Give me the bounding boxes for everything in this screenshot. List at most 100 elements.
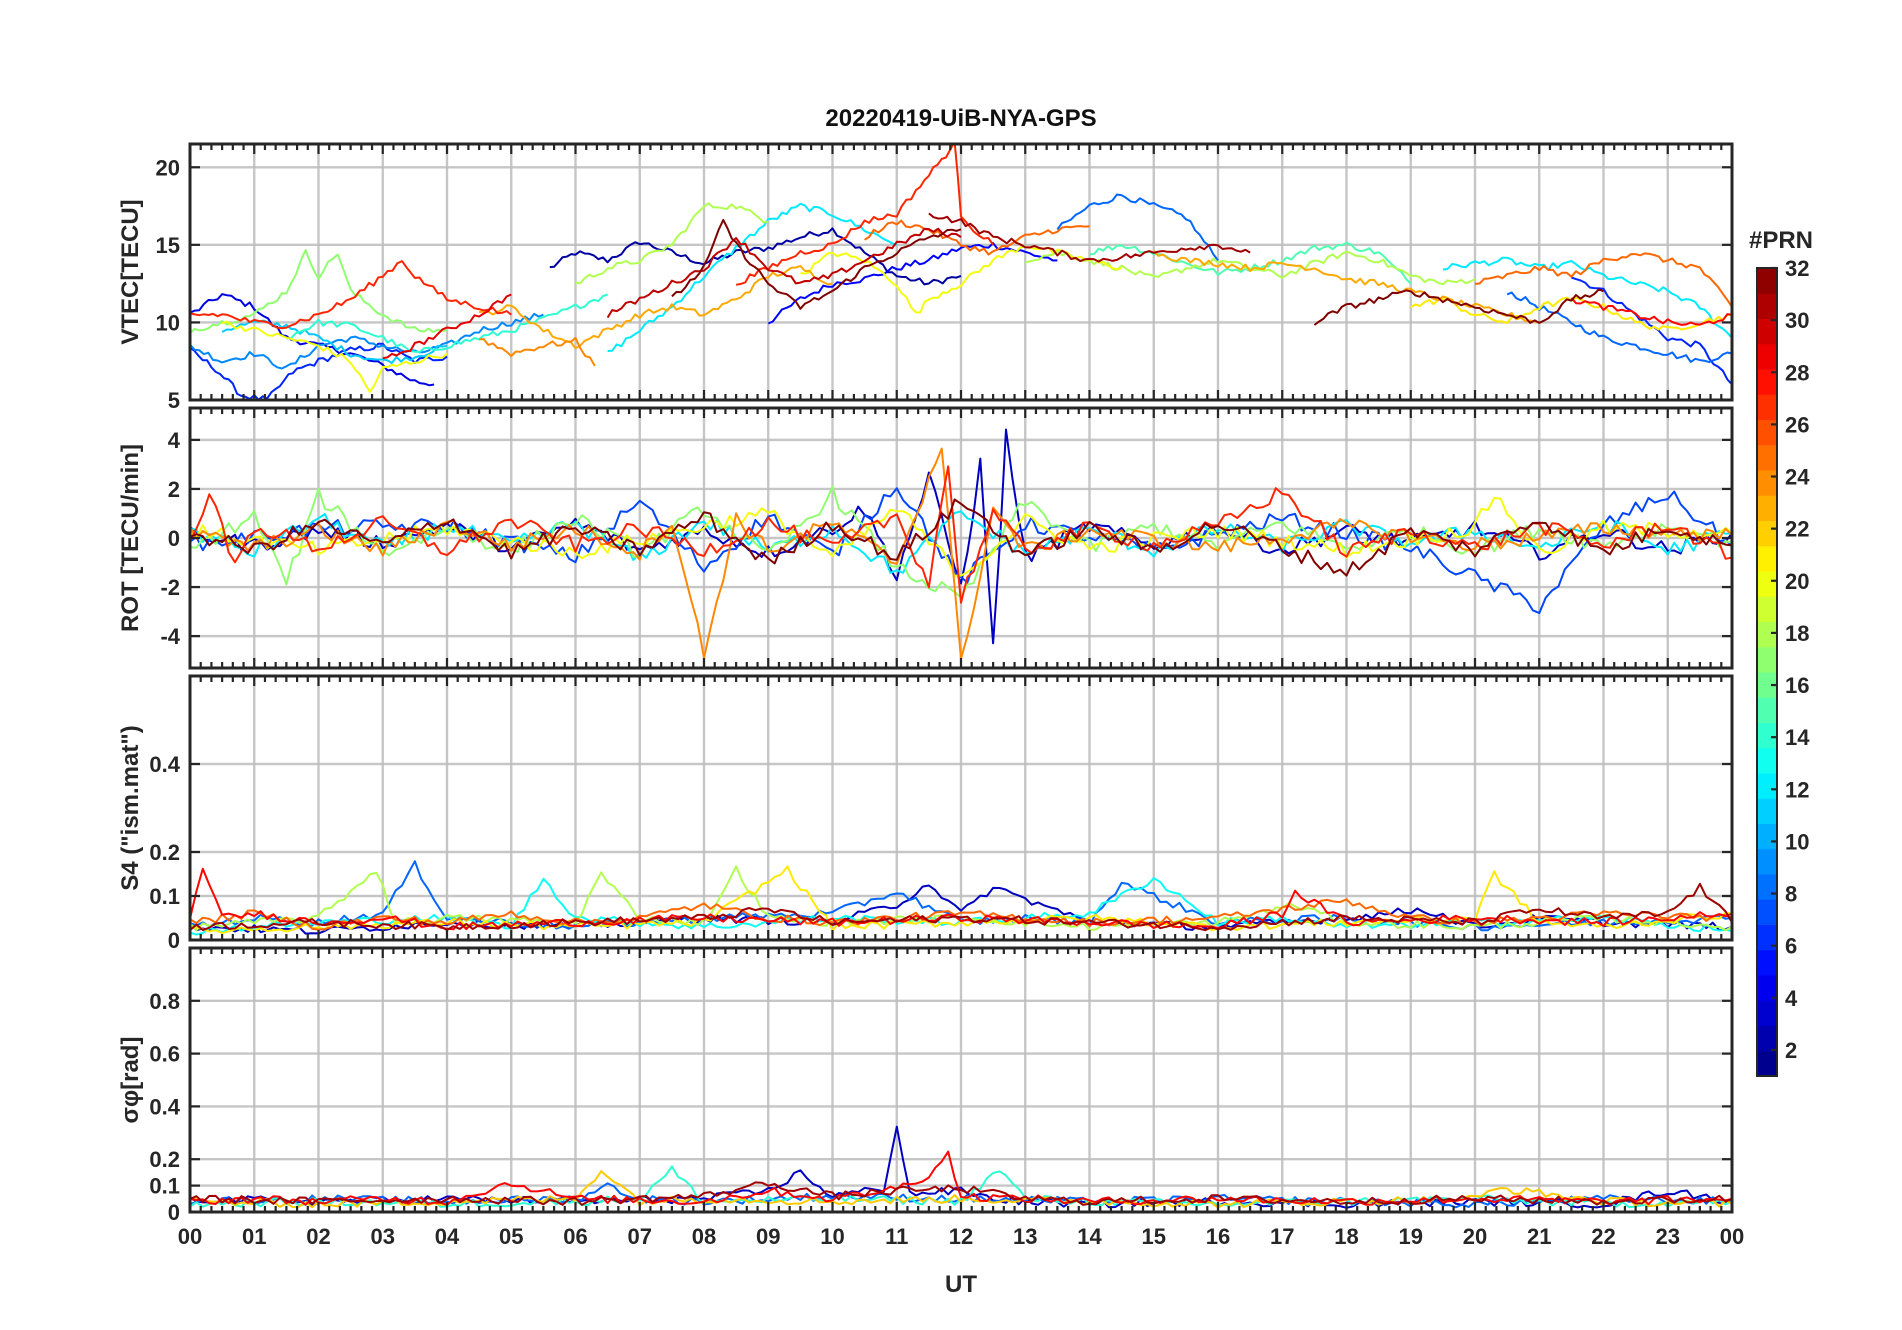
y-tick-label: 0.2 (149, 1147, 180, 1172)
series-line-prn-24 (479, 336, 596, 367)
colorbar-tick-label: 24 (1785, 465, 1810, 490)
x-tick-label: 06 (563, 1224, 587, 1249)
series-line-prn-20 (190, 497, 1732, 577)
y-tick-label: 0.4 (149, 752, 180, 777)
y-axis-label-sigma_phi: σφ[rad] (117, 1037, 144, 1124)
series-line-prn-12 (607, 202, 898, 352)
series-line-prn-18 (575, 202, 769, 285)
series-line-prn-5 (767, 242, 1058, 325)
y-tick-label: 0 (168, 928, 180, 953)
series-group (190, 860, 1732, 936)
y-axis-label-s4: S4 ("ism.mat") (117, 725, 144, 890)
x-axis-label: UT (945, 1271, 977, 1298)
colorbar-segment (1757, 697, 1777, 723)
series-line-prn-9 (190, 312, 544, 370)
series-line-prn-8 (1506, 291, 1732, 364)
series-group (190, 144, 1732, 400)
colorbar-segment (1757, 571, 1777, 597)
colorbar-segment (1757, 369, 1777, 395)
y-tick-label: 10 (156, 310, 180, 335)
series-line-prn-30 (606, 227, 962, 319)
colorbar-segment (1757, 419, 1777, 446)
x-tick-labels: 00 01 02 03 04 05 06 07 08 09 10 11 12 13 14 15 16 17 18 19… (178, 1224, 1744, 1249)
series-line-prn-32 (671, 218, 962, 310)
y-tick-label: -2 (160, 575, 180, 600)
x-tick-label: 09 (756, 1224, 780, 1249)
y-tick-label: 0.1 (149, 1174, 180, 1199)
x-tick-label: 23 (1656, 1224, 1680, 1249)
colorbar-segment (1757, 975, 1777, 1001)
series-line-prn-6 (1571, 276, 1732, 386)
x-tick-label: 10 (820, 1224, 844, 1249)
series-line-prn-2 (549, 227, 962, 286)
series-line-prn-23 (479, 265, 833, 350)
colorbar-segment (1757, 773, 1777, 799)
colorbar-segment (1757, 1025, 1777, 1052)
colorbar-segment (1757, 924, 1777, 951)
colorbar-tick-label: 18 (1785, 621, 1809, 646)
x-tick-label: 19 (1399, 1224, 1423, 1249)
series-line-prn-27 (735, 144, 994, 286)
colorbar-segment (1757, 596, 1777, 622)
colorbar-tick-label: 6 (1785, 934, 1797, 959)
series-line-prn-25 (190, 898, 1732, 931)
colorbar-segment (1757, 621, 1777, 648)
colorbar-tick-label: 32 (1785, 256, 1809, 281)
x-tick-label: 14 (1077, 1224, 1102, 1249)
colorbar-segment (1757, 798, 1777, 824)
panel-sigma_phi: 00.10.2 0.4 0.6 0.8σφ[rad] (117, 946, 1734, 1225)
colorbar-segment (1757, 874, 1777, 900)
x-tick-label: 12 (949, 1224, 973, 1249)
x-tick-label: 05 (499, 1224, 523, 1249)
colorbar-segment (1757, 823, 1777, 850)
series-line-prn-4 (190, 293, 435, 387)
series-line-prn-23 (1153, 250, 1540, 324)
y-tick-label: 4 (168, 428, 181, 453)
colorbar-segment (1757, 293, 1777, 319)
y-tick-label: 0.4 (149, 1094, 180, 1119)
y-tick-label: 0 (168, 526, 180, 551)
colorbar-segment (1757, 394, 1777, 420)
x-tick-label: 13 (1013, 1224, 1037, 1249)
colorbar-tick-label: 2 (1785, 1038, 1797, 1063)
x-tick-label: 16 (1206, 1224, 1230, 1249)
x-tick-label: 01 (242, 1224, 266, 1249)
series-line-prn-32 (1313, 288, 1604, 326)
series-line-prn-31 (928, 212, 1251, 263)
colorbar-segment (1757, 646, 1777, 673)
series-line-prn-28 (1570, 297, 1732, 326)
colorbar-frame (1756, 267, 1778, 1077)
colorbar-segment (1757, 949, 1777, 976)
colorbar-segment (1757, 268, 1777, 294)
series-group (190, 428, 1732, 660)
colorbar-segment (1757, 470, 1777, 496)
y-tick-label: 15 (156, 233, 180, 258)
colorbar-segment (1757, 747, 1777, 774)
panel-frame (188, 142, 1734, 402)
series-line-prn-14 (286, 293, 608, 354)
series-line-prn-27 (190, 465, 1732, 604)
series-line-prn-31 (190, 1181, 1732, 1206)
colorbar-segment (1757, 318, 1777, 345)
colorbar-tick-label: 26 (1785, 412, 1809, 437)
x-tick-label: 22 (1591, 1224, 1615, 1249)
colorbar-tick-label: 16 (1785, 673, 1809, 698)
colorbar-tick-label: 14 (1785, 725, 1810, 750)
panel-s4: 0 0.1 0.2 0.4S4 ("ism.mat") (117, 674, 1734, 953)
colorbar-segment (1757, 1000, 1777, 1026)
x-tick-label: 02 (306, 1224, 330, 1249)
x-tick-label: 15 (1142, 1224, 1166, 1249)
y-axis-label-rot: ROT [TECU/min] (117, 444, 144, 632)
colorbar-segment (1757, 444, 1777, 471)
y-tick-label: 0 (168, 1200, 180, 1225)
y-tick-label: 2 (168, 477, 180, 502)
colorbar-tick-label: 28 (1785, 360, 1809, 385)
y-axis-label-vtec: VTEC[TECU] (117, 199, 144, 344)
x-tick-label: 08 (692, 1224, 716, 1249)
y-tick-label: 0.2 (149, 840, 180, 865)
y-tick-label: 0.8 (149, 989, 180, 1014)
colorbar-segment (1757, 672, 1777, 698)
y-tick-label: 0.6 (149, 1042, 180, 1067)
